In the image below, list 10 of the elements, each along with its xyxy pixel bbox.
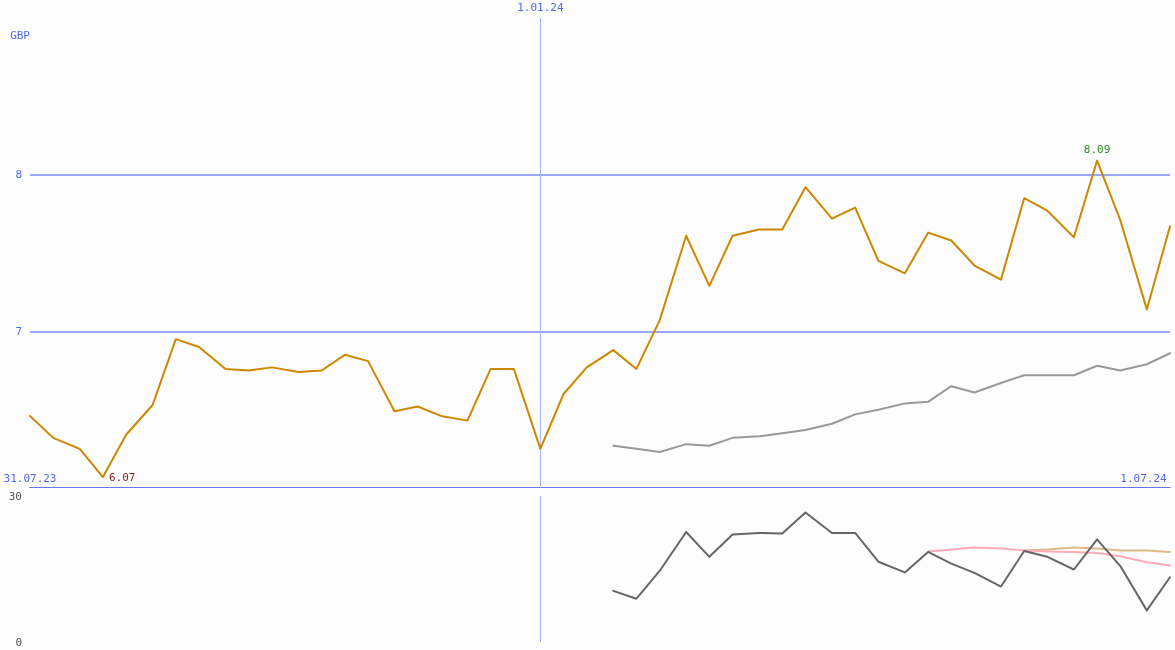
- y-tick-label: 8: [15, 168, 22, 182]
- y-tick-label: 0: [15, 635, 22, 649]
- y-tick-label: 30: [8, 489, 22, 503]
- annotation: 6.07: [108, 470, 136, 484]
- y-axis-title: GBP: [10, 29, 31, 42]
- ref-line-label: 1.01.24: [517, 1, 564, 14]
- x-tick-label: 1.07.24: [1120, 472, 1168, 485]
- x-tick-label: 31.07.23: [3, 472, 57, 485]
- y-tick-label: 7: [15, 324, 22, 338]
- annotation: 8.09: [1083, 142, 1111, 156]
